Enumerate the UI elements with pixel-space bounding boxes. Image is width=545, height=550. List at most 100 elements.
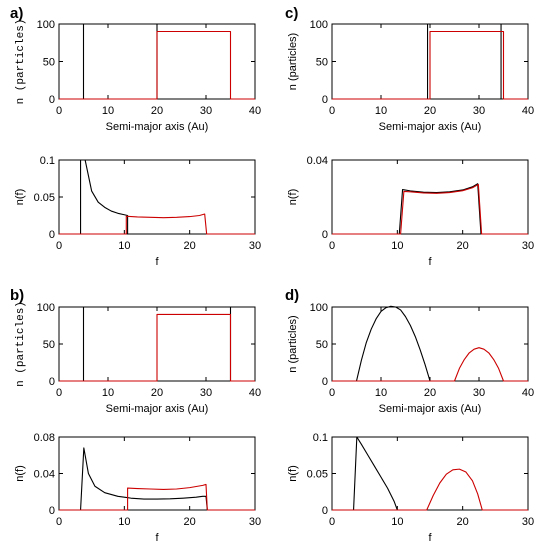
y-tick-label: 100: [310, 302, 328, 314]
x-tick-label: 40: [249, 387, 261, 399]
y-tick-label: 0.05: [34, 192, 55, 204]
panel-letter: a): [10, 5, 23, 22]
x-tick-label: 30: [249, 516, 261, 528]
x-tick-label: 0: [329, 105, 335, 117]
series-line-2: [59, 313, 255, 382]
x-tick-label: 30: [522, 240, 534, 252]
x-tick-label: 20: [457, 240, 469, 252]
x-tick-label: 40: [249, 105, 261, 117]
x-tick-label: 30: [473, 387, 485, 399]
panel-letter: c): [285, 5, 298, 22]
panel-b-bottom: 0 10 20 30 0 0.04 0.08 f n(f): [14, 432, 261, 544]
x-tick-label: 40: [522, 105, 534, 117]
x-tick-label: 20: [151, 387, 163, 399]
y-axis-label: n(f): [14, 189, 26, 206]
series-line-2: [59, 30, 255, 100]
series-line-2: [59, 483, 255, 511]
panel-c-bottom: 0 10 20 30 0 0.04 f n(f): [287, 155, 534, 268]
x-tick-label: 20: [184, 240, 196, 252]
plot-frame: [331, 436, 529, 511]
y-tick-label: 0.04: [307, 155, 328, 167]
series-line-2: [332, 468, 528, 511]
series-line-2: [59, 213, 255, 235]
y-tick-label: 0.05: [307, 469, 328, 481]
x-tick-label: 10: [118, 516, 130, 528]
x-tick-label: 0: [56, 387, 62, 399]
x-tick-label: 10: [118, 240, 130, 252]
y-axis-label: n(f): [14, 465, 26, 482]
series-line-1: [59, 159, 255, 235]
series-line-1: [332, 183, 528, 235]
y-tick-label: 100: [310, 19, 328, 31]
x-axis-label: Semi-major axis (Au): [106, 121, 209, 133]
y-tick-label: 0: [322, 229, 328, 241]
y-tick-label: 0: [49, 94, 55, 106]
x-tick-label: 40: [522, 387, 534, 399]
y-tick-label: 0: [322, 376, 328, 388]
panel-c-top: 0 10 20 30 40 0 50 100 Semi-major axis (Au) n (pa…: [285, 5, 534, 133]
y-tick-label: 0: [49, 229, 55, 241]
y-tick-label: 50: [43, 339, 55, 351]
y-tick-label: 0.08: [34, 432, 55, 444]
series-line-2: [332, 183, 528, 235]
y-tick-label: 0: [322, 505, 328, 517]
x-tick-label: 0: [329, 516, 335, 528]
panel-b-top: 0 10 20 30 40 0 50 100 Semi-major axis (Au) n (pa…: [10, 287, 261, 415]
y-axis-label: n(f): [287, 189, 299, 206]
y-tick-label: 0.1: [313, 432, 328, 444]
x-tick-label: 0: [56, 516, 62, 528]
x-axis-label: Semi-major axis (Au): [106, 403, 209, 415]
y-axis-label: n (particles): [15, 301, 27, 387]
x-tick-label: 10: [102, 105, 114, 117]
series-line-1: [332, 436, 528, 511]
series-line-1: [332, 305, 528, 382]
y-tick-label: 0.04: [34, 469, 55, 481]
panel-d-top: 0 10 20 30 40 0 50 100 Semi-major axis (Au) n (pa…: [285, 287, 534, 415]
x-tick-label: 20: [184, 516, 196, 528]
plot-frame: [331, 159, 529, 235]
x-tick-label: 30: [473, 105, 485, 117]
series-line-1: [59, 447, 255, 511]
y-tick-label: 100: [37, 19, 55, 31]
x-axis-label: f: [155, 532, 159, 544]
x-tick-label: 0: [329, 387, 335, 399]
y-axis-label: n (particles): [15, 19, 27, 105]
series-line-2: [332, 347, 528, 382]
x-tick-label: 20: [457, 516, 469, 528]
plot-frame: [58, 159, 256, 235]
series-line-2: [332, 30, 528, 100]
x-tick-label: 30: [200, 105, 212, 117]
x-axis-label: f: [155, 256, 159, 268]
x-tick-label: 20: [151, 105, 163, 117]
y-axis-label: n (particles): [287, 33, 299, 90]
panel-letter: d): [285, 287, 299, 304]
x-tick-label: 30: [522, 516, 534, 528]
panel-d-bottom: 0 10 20 30 0 0.05 0.1 f n(f): [287, 432, 534, 544]
x-tick-label: 20: [424, 387, 436, 399]
panel-a-top: 0 10 20 30 40 0 50 100 Semi-major axis (Au) n (pa…: [10, 5, 261, 133]
x-tick-label: 10: [391, 240, 403, 252]
y-tick-label: 100: [37, 302, 55, 314]
x-tick-label: 30: [249, 240, 261, 252]
x-axis-label: Semi-major axis (Au): [379, 403, 482, 415]
y-tick-label: 50: [316, 339, 328, 351]
x-axis-label: Semi-major axis (Au): [379, 121, 482, 133]
y-tick-label: 0.1: [40, 155, 55, 167]
y-tick-label: 0: [49, 505, 55, 517]
x-tick-label: 10: [375, 387, 387, 399]
panel-letter: b): [10, 287, 24, 304]
x-tick-label: 20: [424, 105, 436, 117]
x-tick-label: 0: [56, 240, 62, 252]
x-tick-label: 10: [391, 516, 403, 528]
y-tick-label: 50: [43, 57, 55, 69]
x-tick-label: 10: [102, 387, 114, 399]
y-axis-label: n(f): [287, 465, 299, 482]
y-axis-label: n (particles): [287, 315, 299, 372]
x-tick-label: 30: [200, 387, 212, 399]
y-tick-label: 0: [49, 376, 55, 388]
panel-a-bottom: 0 10 20 30 0 0.05 0.1 f n(f): [14, 155, 261, 268]
x-axis-label: f: [428, 256, 432, 268]
x-axis-label: f: [428, 532, 432, 544]
y-tick-label: 0: [322, 94, 328, 106]
